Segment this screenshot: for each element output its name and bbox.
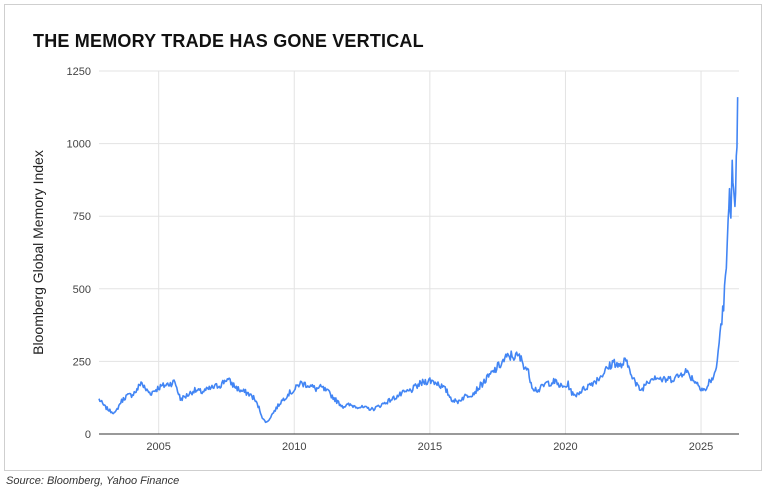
- x-tick-label: 2025: [689, 441, 713, 453]
- y-tick-label: 500: [73, 284, 91, 296]
- y-tick-label: 1250: [67, 66, 91, 78]
- y-tick-label: 750: [73, 211, 91, 223]
- chart-card: THE MEMORY TRADE HAS GONE VERTICAL 0 250 5…: [4, 4, 762, 471]
- x-tick-label: 2005: [146, 441, 170, 453]
- line-chart: 0 250 500 750 1000 1250 2005 2010 2015 2020 2025 B…: [30, 66, 739, 453]
- y-axis-title: Bloomberg Global Memory Index: [30, 150, 46, 355]
- y-tick-label: 0: [85, 429, 91, 441]
- series-line: [98, 97, 739, 424]
- grid-lines: [99, 70, 739, 434]
- chart-title: THE MEMORY TRADE HAS GONE VERTICAL: [33, 31, 424, 51]
- tick-labels: 0 250 500 750 1000 1250 2005 2010 2015 2020 2025: [67, 66, 714, 453]
- x-tick-label: 2020: [553, 441, 577, 453]
- y-tick-label: 1000: [67, 139, 91, 151]
- y-tick-label: 250: [73, 356, 91, 368]
- x-tick-label: 2015: [418, 441, 442, 453]
- series-layer: [98, 97, 739, 424]
- x-tick-label: 2010: [282, 441, 306, 453]
- source-note: Source: Bloomberg, Yahoo Finance: [6, 475, 180, 487]
